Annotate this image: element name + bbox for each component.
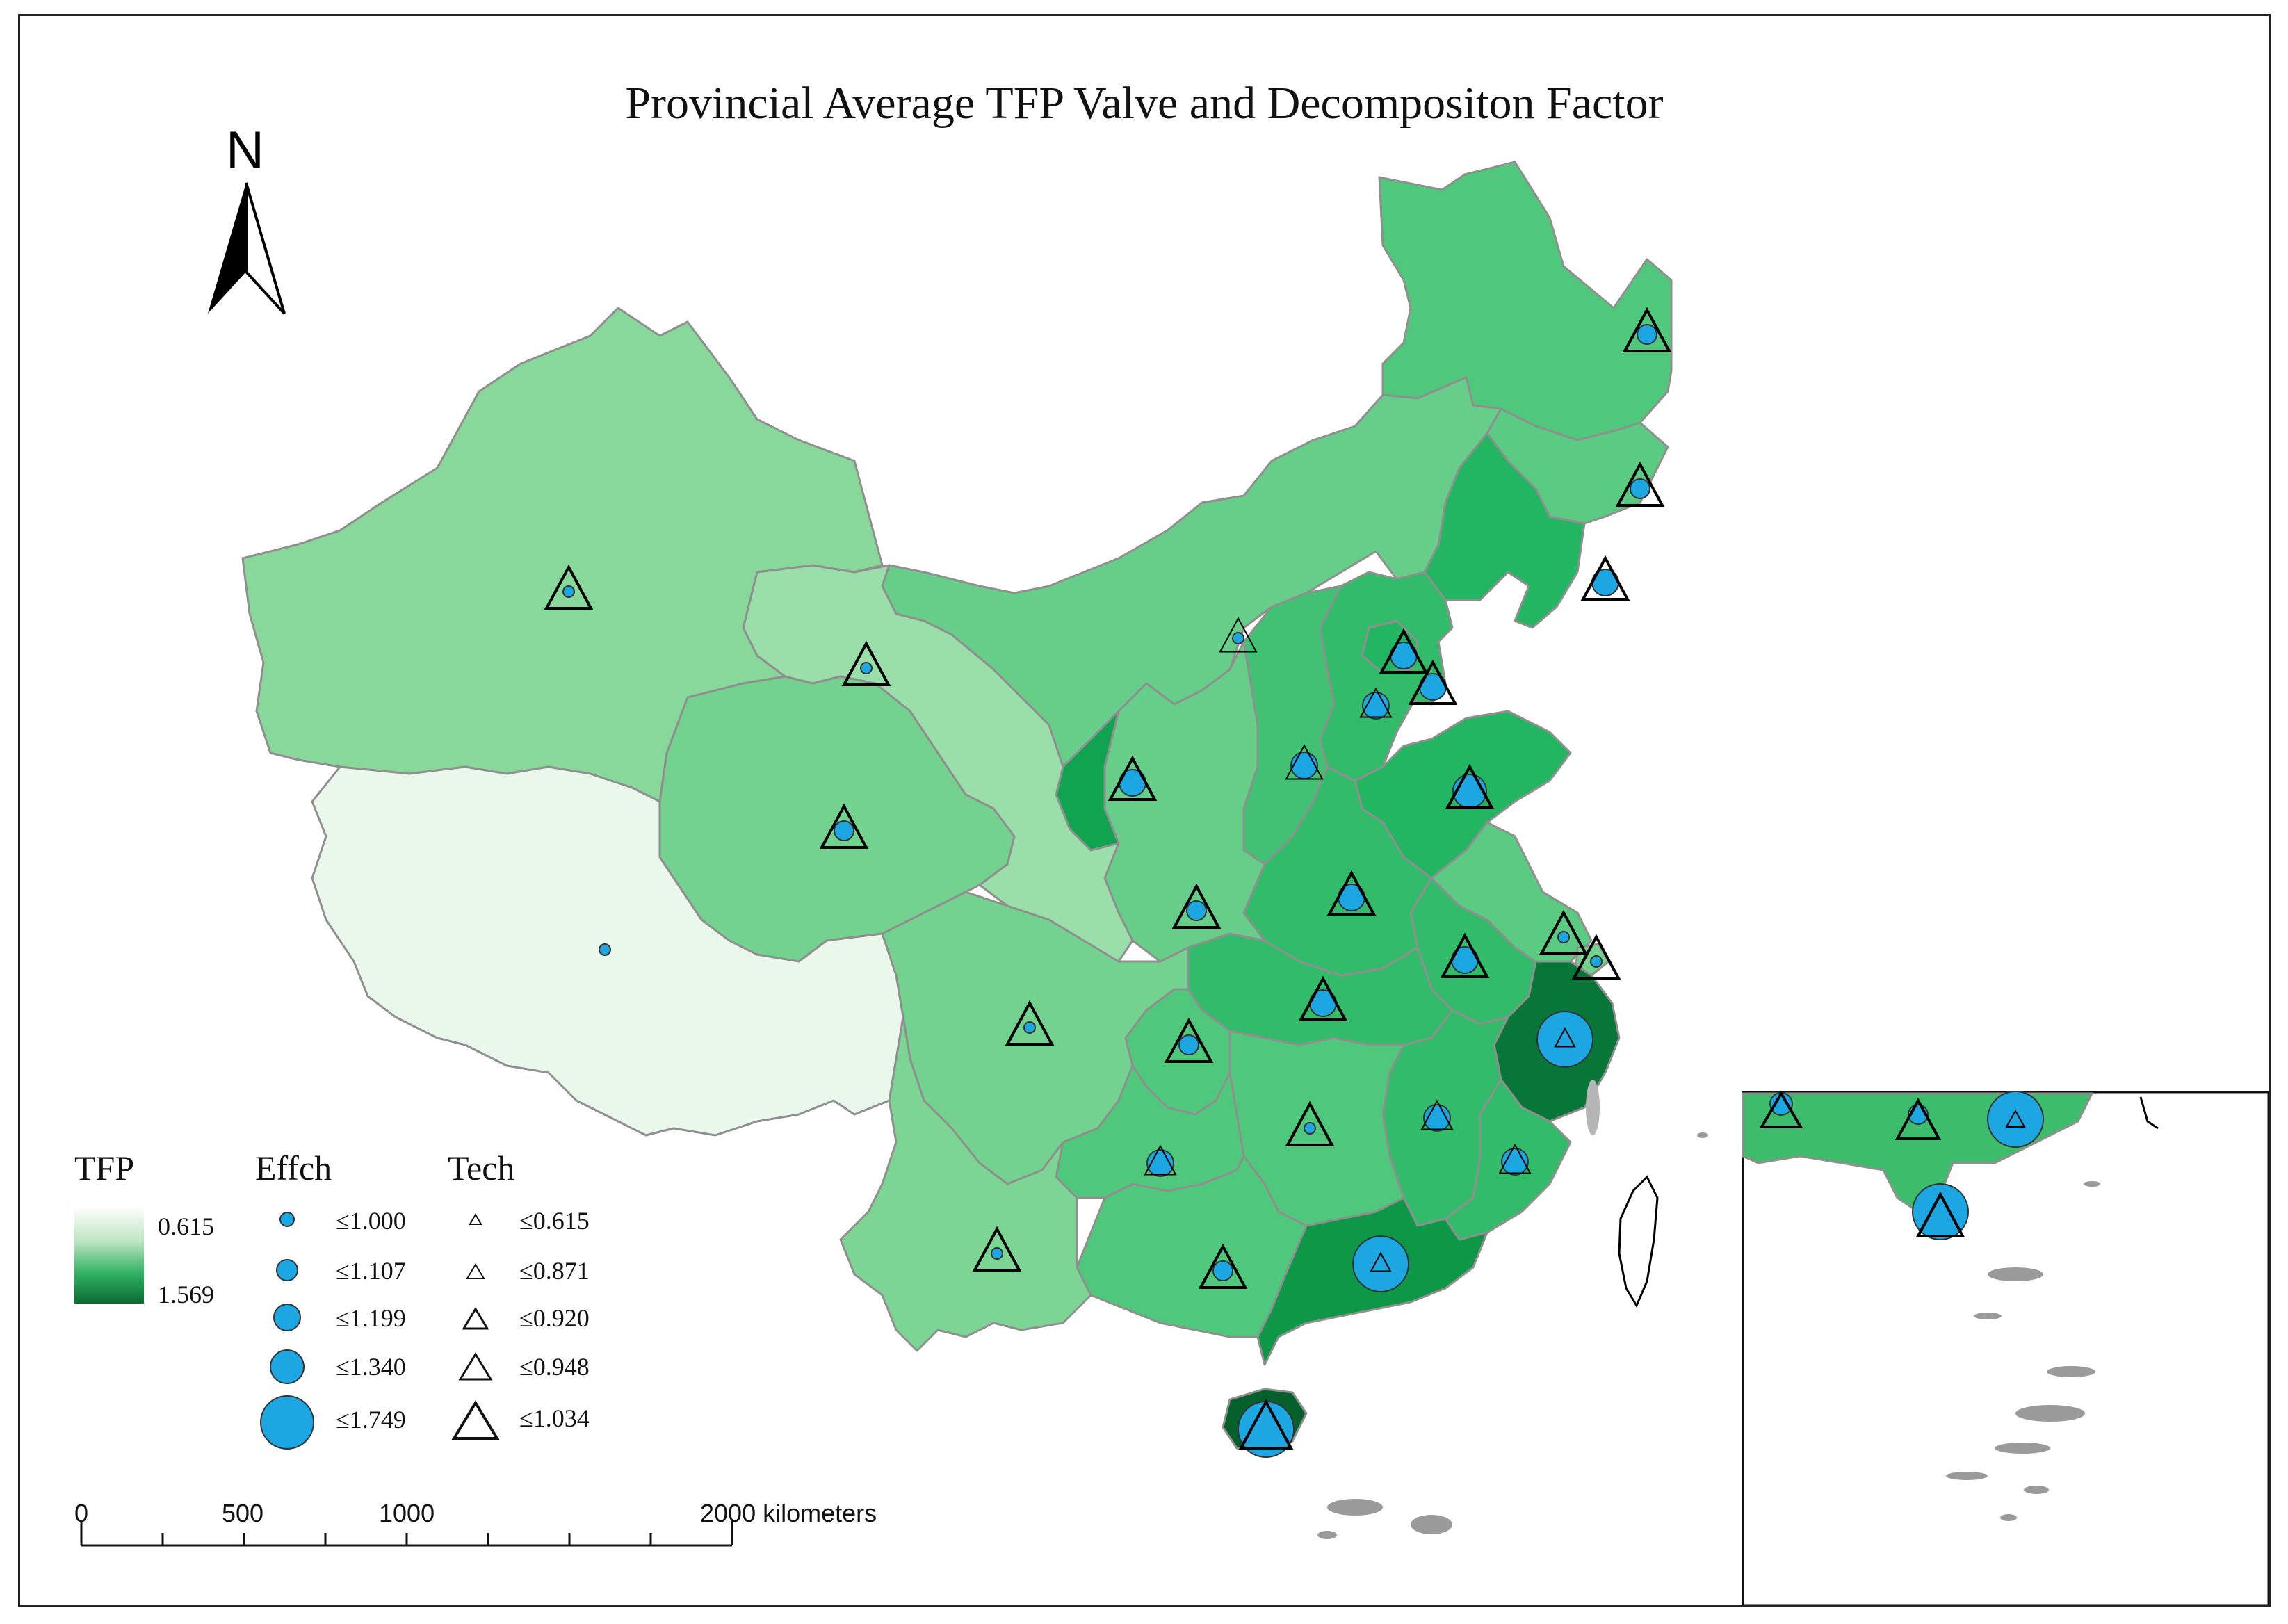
tech-class-label: ≤0.920 [519,1304,590,1332]
province-guizhou [1055,1064,1245,1199]
inset-map [1742,1091,2269,1605]
tech-symbol-sichuan [1005,1000,1055,1046]
effch-symbol-guangdong [1352,1235,1409,1292]
china-map [74,161,2269,1605]
north-label: N [226,121,264,180]
effch-class-label: ≤1.107 [336,1257,406,1285]
tech-class-label: ≤1.034 [519,1404,590,1432]
north-arrow-icon [208,182,286,315]
effch-symbol-sichuan [1023,1021,1036,1034]
effch-class-label: ≤1.000 [336,1207,406,1235]
tech-symbol-shandong [1445,763,1495,809]
effch-class-label: ≤1.340 [336,1353,406,1381]
effch-symbol-shanghai [1590,955,1603,968]
effch-symbol-hebei [1362,692,1390,720]
effch-symbol-yunnan [991,1247,1003,1260]
tech-symbol-guangdong [1370,1251,1392,1272]
tech-symbol-shaanxi [1171,883,1222,929]
tech-class-label: ≤0.615 [519,1207,590,1235]
tech-symbol-guangxi [1198,1243,1248,1289]
effch-symbol-guizhou [1146,1149,1174,1177]
tfp-legend [74,1206,144,1304]
scale-label: 500 [222,1499,264,1527]
tfp-max-label: 1.569 [158,1281,214,1308]
tech-symbol-ningxia [1108,755,1158,801]
tech-symbol-gansu [841,640,891,686]
effch-class-label: ≤1.749 [336,1406,406,1434]
effch-symbol-zhejiang [1536,1011,1593,1068]
tech-symbol-shanghai [1571,934,1621,980]
effch-symbol-xinjiang [562,585,575,598]
tfp-min-label: 0.615 [158,1212,214,1240]
effch-symbol-chongqing [1178,1034,1199,1055]
effch-symbol-hunan [1304,1122,1316,1135]
tech-symbol-jiangxi [1420,1099,1454,1130]
tech-symbol-liaoning [1580,555,1630,601]
south-china-sea-islands [1317,1080,1708,1539]
effch-legend [260,1212,314,1450]
effch-symbol-heilongjiang [1637,324,1657,345]
map-title: Provincial Average TFP Valve and Decompo… [625,78,1664,129]
tech-symbol-chongqing [1164,1017,1214,1063]
scale-label: 1000 [379,1499,435,1527]
effch-symbol-inner-mongolia [1232,632,1244,644]
effch-symbol-fujian [1501,1148,1529,1176]
scale-bar [80,1521,733,1547]
scale-label: 0 [74,1499,89,1527]
tech-class-label: ≤0.948 [519,1353,590,1381]
tech-legend [451,1212,500,1440]
tech-class-label: ≤0.871 [519,1257,590,1285]
tech-symbol-hainan [1238,1399,1294,1450]
effch-symbol-jiangsu [1557,931,1570,943]
tech-symbol-hubei [1298,975,1348,1021]
tech-symbol-yunnan [972,1226,1022,1272]
tech-symbol-anhui [1440,932,1490,978]
tech-symbol-inner-mongolia [1219,617,1258,653]
tech-symbol-beijing [1379,628,1429,674]
inset-symbols [1759,1091,2044,1240]
effch-symbol-guangxi [1212,1260,1233,1281]
effch-symbol-shaanxi [1186,900,1207,921]
tech-symbol-qinghai [819,803,869,849]
tech-symbol-zhejiang [1554,1027,1576,1048]
effch-symbol-jiangxi [1423,1104,1451,1132]
effch-symbol-shanxi [1290,752,1318,779]
scale-label: 2000 kilometers [700,1499,877,1527]
tech-symbol-hunan [1285,1101,1335,1146]
tech-symbol-shanxi [1285,744,1324,780]
tfp-legend-title: TFP [74,1148,135,1187]
map-frame: Provincial Average TFP Valve and Decompo… [18,14,2271,1607]
taiwan-outline [1618,1175,1659,1308]
effch-symbol-jilin [1630,478,1650,499]
tech-symbol-tianjin [1408,659,1458,705]
effch-legend-title: Effch [255,1148,332,1187]
tech-symbol-fujian [1498,1143,1532,1174]
effch-symbol-qinghai [834,820,854,841]
tech-legend-title: Tech [448,1148,515,1187]
effch-class-label: ≤1.199 [336,1304,406,1332]
tech-symbol-henan [1326,870,1377,916]
effch-symbol-tibet [599,943,611,956]
tech-symbol-hebei [1359,687,1393,718]
tech-symbol-xinjiang [544,564,594,610]
tech-symbol-jilin [1615,461,1665,507]
tech-symbol-guizhou [1144,1144,1177,1176]
province-yunnan [839,1016,1092,1352]
effch-symbol-gansu [860,662,873,674]
tech-symbol-jiangsu [1539,909,1589,955]
tech-symbol-heilongjiang [1622,307,1672,352]
